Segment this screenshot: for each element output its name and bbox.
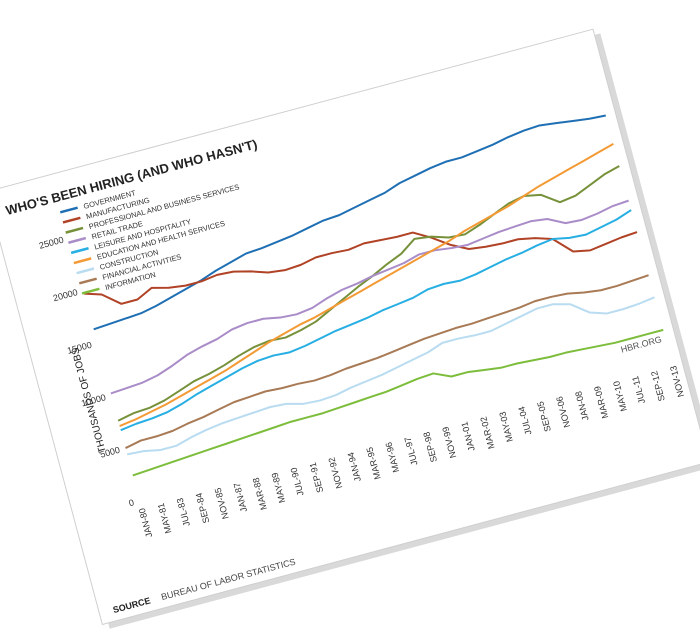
legend-swatch-5 bbox=[73, 257, 92, 265]
series-line-1 bbox=[84, 231, 638, 305]
series-line-8 bbox=[132, 328, 664, 477]
legend-swatch-8 bbox=[81, 287, 100, 295]
series-line-7 bbox=[125, 274, 649, 449]
y-tick-label-0: 0 bbox=[128, 497, 135, 508]
legend-swatch-6 bbox=[76, 267, 95, 275]
series-line-3 bbox=[110, 199, 629, 395]
series-line-4 bbox=[120, 209, 632, 432]
series-line-0 bbox=[93, 114, 606, 331]
legend-swatch-7 bbox=[78, 277, 97, 285]
legend-swatch-2 bbox=[65, 226, 84, 234]
series-line-2 bbox=[117, 165, 620, 422]
y-tick-label-1: 5000 bbox=[99, 445, 121, 460]
legend-swatch-1 bbox=[62, 216, 81, 224]
series-line-5 bbox=[119, 142, 614, 427]
chart-card: WHO'S BEEN HIRING (AND WHO HASN'T) 05000… bbox=[0, 28, 700, 629]
legend-swatch-4 bbox=[70, 247, 89, 255]
legend-swatch-0 bbox=[59, 206, 78, 214]
plot-area bbox=[84, 114, 664, 477]
legend-swatch-3 bbox=[68, 236, 87, 244]
series-line-6 bbox=[126, 296, 655, 456]
